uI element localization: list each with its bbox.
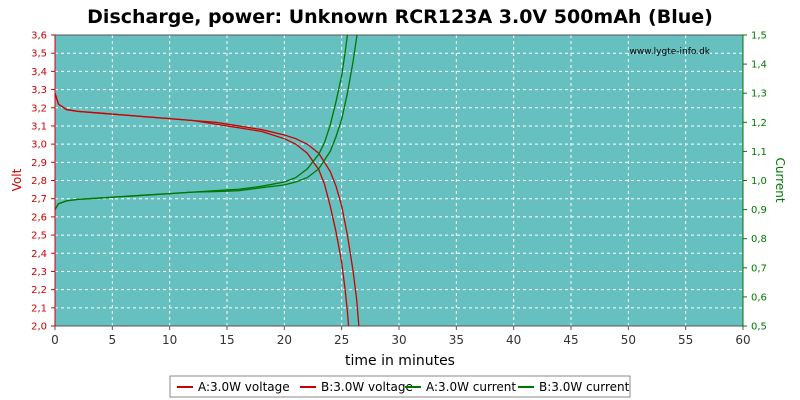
y-right-tick-label: 1,2: [751, 118, 767, 129]
y-left-tick-label: 3,4: [31, 67, 47, 78]
x-tick-label: 45: [563, 333, 578, 347]
y-left-tick-label: 2,7: [31, 194, 47, 205]
chart-title: Discharge, power: Unknown RCR123A 3.0V 5…: [87, 6, 713, 28]
x-tick-label: 55: [678, 333, 693, 347]
y-left-tick-label: 3,1: [31, 121, 47, 132]
y-left-tick-label: 3,3: [31, 85, 47, 96]
y-left-tick-label: 2,6: [31, 212, 47, 223]
y-left-tick-label: 2,5: [31, 231, 47, 242]
y-right-tick-label: 1,5: [751, 31, 767, 42]
x-axis-ticks: 0 5 10 15 20 25 30 35 40 45 50 55 60: [51, 326, 751, 347]
y-right-tick-label: 1,0: [751, 176, 767, 187]
right-axis-ticks: 0,5 0,6 0,7 0,8 0,9 1,0 1,1 1,2 1,3 1,4 1,5: [742, 31, 767, 333]
watermark: www.lygte-info.dk: [630, 47, 711, 57]
y-left-tick-label: 2,2: [31, 285, 47, 296]
y-left-tick-label: 2,8: [31, 176, 47, 187]
x-tick-label: 5: [109, 333, 117, 347]
y-right-tick-label: 0,9: [751, 205, 767, 216]
series-line: [55, 35, 358, 210]
legend: A:3.0W voltage B:3.0W voltage A:3.0W curre…: [169, 375, 631, 398]
y-right-tick-label: 1,3: [751, 89, 767, 100]
y-left-tick-label: 2,4: [31, 249, 47, 260]
y-left-tick-label: 3,2: [31, 103, 47, 114]
y-right-tick-label: 0,8: [751, 234, 767, 245]
legend-box: [169, 375, 631, 398]
y-axis-left-label: Volt: [10, 168, 24, 191]
left-axis-ticks: 2,0 2,1 2,2 2,3 2,4 2,5 2,6 2,7 2,8 2,9 3,0 3,1 3,2 3…: [31, 31, 56, 333]
x-tick-label: 15: [219, 333, 234, 347]
y-left-tick-label: 3,5: [31, 49, 47, 60]
x-axis-label: time in minutes: [345, 353, 455, 369]
y-right-tick-label: 1,1: [751, 147, 767, 158]
legend-label: A:3.0W current: [426, 380, 516, 394]
x-tick-label: 0: [51, 333, 59, 347]
x-tick-label: 60: [735, 333, 750, 347]
x-tick-label: 35: [449, 333, 464, 347]
legend-label: B:3.0W current: [539, 380, 630, 394]
x-tick-label: 40: [506, 333, 521, 347]
y-right-tick-label: 0,7: [751, 263, 767, 274]
series-group: [55, 35, 360, 326]
x-tick-label: 25: [334, 333, 349, 347]
legend-label: A:3.0W voltage: [198, 380, 290, 394]
y-right-tick-label: 0,5: [751, 322, 767, 333]
x-tick-label: 50: [621, 333, 636, 347]
x-tick-label: 10: [162, 333, 177, 347]
x-tick-label: 20: [277, 333, 292, 347]
series-line: [55, 93, 360, 326]
y-left-tick-label: 3,0: [31, 140, 47, 151]
y-left-tick-label: 2,0: [31, 322, 47, 333]
legend-label: B:3.0W voltage: [321, 380, 413, 394]
y-left-tick-label: 2,1: [31, 303, 47, 314]
plot-area: [54, 34, 744, 327]
y-left-tick-label: 2,9: [31, 158, 47, 169]
y-right-tick-label: 1,4: [751, 60, 767, 71]
x-tick-label: 30: [391, 333, 406, 347]
y-left-tick-label: 2,3: [31, 267, 47, 278]
y-left-tick-label: 3,6: [31, 31, 47, 42]
y-axis-right-label: Current: [773, 157, 787, 202]
y-right-tick-label: 0,6: [751, 292, 767, 303]
